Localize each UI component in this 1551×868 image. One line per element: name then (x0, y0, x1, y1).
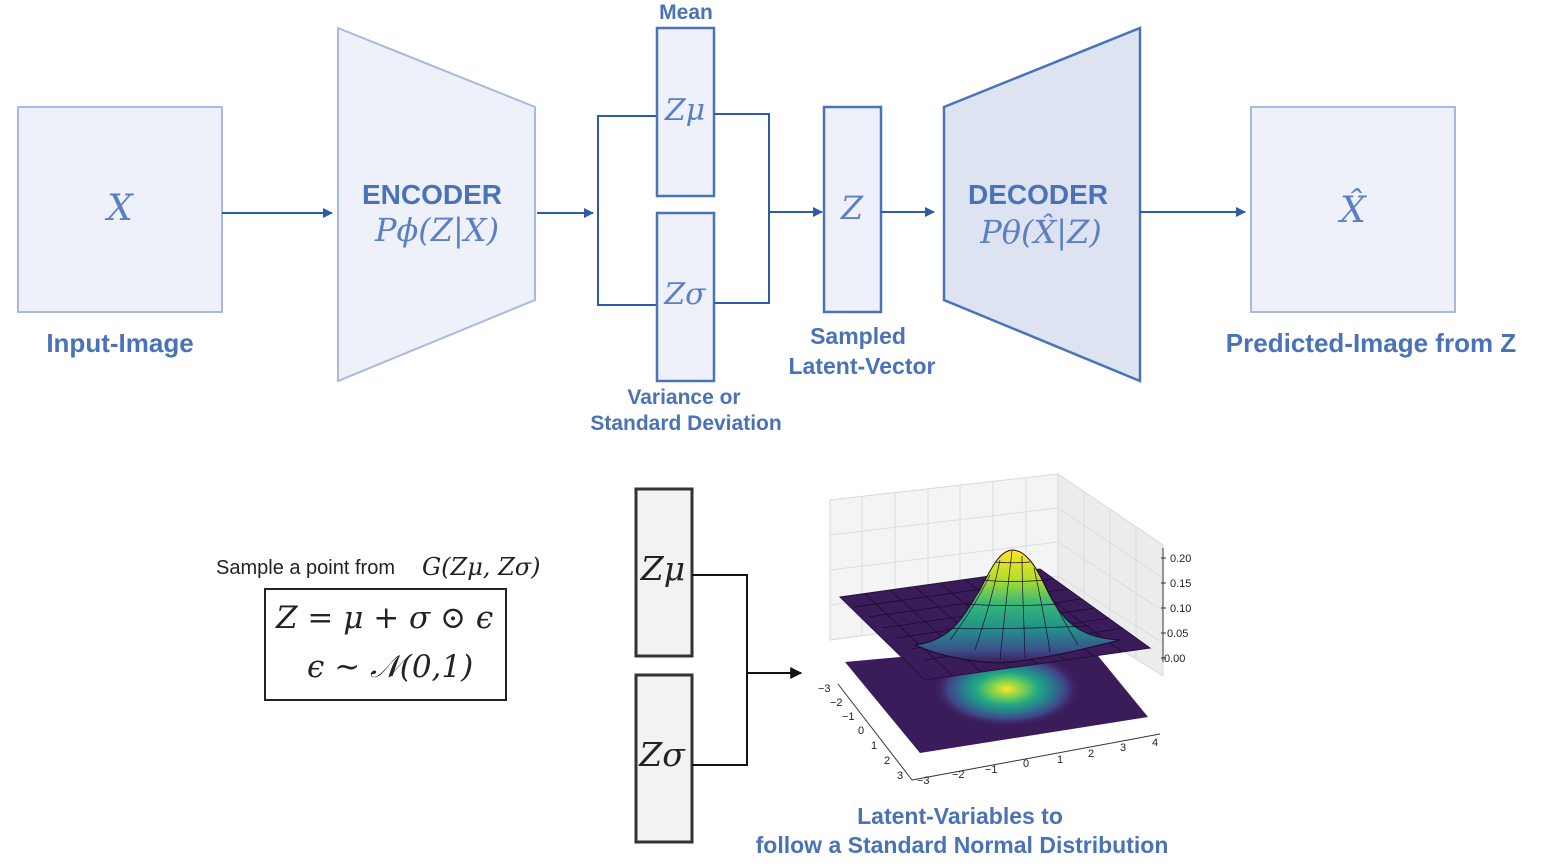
x-tick-label: −1 (985, 764, 998, 776)
std-symbol: Zσ (663, 277, 707, 312)
z-tick-label: 0.20 (1170, 553, 1191, 565)
z-tick-label: 0.00 (1164, 653, 1185, 665)
x-tick-label: 4 (1152, 737, 1158, 749)
split-connector (597, 115, 657, 306)
std-block: Zσ Variance or Standard Deviation (590, 211, 782, 435)
sampled-block: Z Sampled Latent-Vector (789, 105, 936, 379)
mean-block: Mean Zμ (655, 1, 716, 198)
y-tick-label: −1 (842, 711, 855, 723)
x-tick-label: −3 (917, 775, 930, 787)
y-tick-label: 3 (897, 770, 903, 782)
input-image-block: X Input-Image (17, 106, 223, 358)
decoder-formula: Pθ(X̂|Z) (979, 213, 1102, 251)
output-caption: Predicted-Image from Z (1226, 328, 1517, 358)
encoder-title: ENCODER (362, 179, 502, 210)
sampled-caption-line1: Sampled (810, 323, 906, 349)
z-tick-label: 0.10 (1170, 603, 1191, 615)
y-tick-label: −3 (818, 683, 831, 695)
gaussian-3d-plot: 0.20 0.15 0.10 0.05 0.00 −3 −2 −1 0 1 2 … (756, 473, 1191, 858)
equation-box (264, 588, 507, 701)
merge-connector (714, 113, 770, 304)
y-tick-label: 1 (871, 740, 877, 752)
bottom-sigma-symbol: Zσ (638, 735, 686, 774)
x-tick-label: −2 (952, 769, 965, 781)
encoder-block: ENCODER Pϕ(Z|X) (337, 26, 536, 383)
input-caption: Input-Image (46, 328, 193, 358)
bottom-sigma-box (634, 673, 694, 844)
z-axis-tick-marks (1161, 557, 1166, 659)
x-tick-label: 1 (1057, 754, 1063, 766)
std-caption-line2: Standard Deviation (590, 412, 781, 435)
std-box (655, 211, 716, 383)
sampled-box (822, 105, 883, 314)
sampling-caption-prefix: Sample a point from (216, 557, 395, 579)
sampling-equation-block: Sample a point from G(Zμ, Zσ) Z = μ + σ … (216, 553, 541, 701)
output-symbol: X̂ (1337, 188, 1367, 231)
y-axis-line (837, 683, 913, 781)
mean-box (655, 26, 716, 198)
y-tick-label: 0 (858, 725, 864, 737)
output-box (1250, 106, 1456, 313)
equation-line-1: Z = μ + σ ⊙ ϵ (275, 600, 493, 636)
x-tick-label: 3 (1120, 742, 1126, 754)
decoder-title: DECODER (968, 179, 1108, 210)
input-symbol: X (104, 188, 134, 229)
mean-symbol: Zμ (664, 93, 705, 128)
plot-caption-line1: Latent-Variables to (857, 803, 1063, 829)
sampling-caption-formula: G(Zμ, Zσ) (422, 553, 541, 581)
x-tick-label: 2 (1088, 748, 1094, 760)
input-image-box (17, 106, 223, 313)
std-caption-line1: Variance or (627, 386, 740, 409)
sampled-caption-line2: Latent-Vector (789, 353, 936, 379)
equation-line-2: ϵ ~ 𝒩(0,1) (307, 649, 473, 685)
encoder-shape (337, 26, 536, 383)
decoder-block: DECODER Pθ(X̂|Z) (942, 26, 1142, 383)
mean-caption: Mean (659, 1, 713, 24)
sampled-symbol: Z (840, 189, 864, 227)
y-tick-label: −2 (830, 697, 843, 709)
decoder-shape (942, 26, 1142, 383)
encoder-formula: Pϕ(Z|X) (374, 211, 499, 249)
bottom-mu-box (634, 487, 694, 658)
x-axis-line (911, 733, 1161, 781)
plot-caption-line2: follow a Standard Normal Distribution (756, 832, 1169, 858)
peak-mesh (944, 550, 1091, 661)
bottom-mu-symbol: Zμ (640, 549, 685, 588)
output-block: X̂ Predicted-Image from Z (1226, 106, 1517, 358)
z-tick-label: 0.05 (1167, 628, 1188, 640)
y-tick-label: 2 (884, 755, 890, 767)
bottom-latent-block: Zμ Zσ (634, 487, 803, 844)
x-tick-label: 0 (1023, 758, 1029, 770)
plot-back-grid (829, 478, 1164, 659)
z-tick-label: 0.15 (1170, 578, 1191, 590)
bottom-merge-connector (692, 574, 748, 766)
